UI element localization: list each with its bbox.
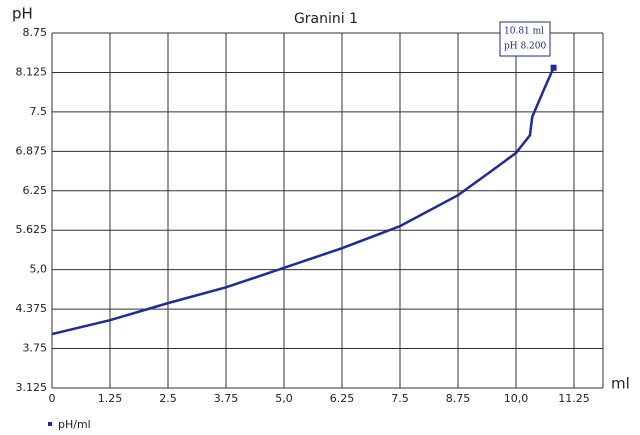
y-axis-label: pH — [12, 5, 33, 23]
data-line — [51, 67, 555, 336]
y-tick-label: 3.125 — [16, 381, 48, 394]
x-tick-label: 6.25 — [330, 392, 355, 405]
legend-label: pH/ml — [58, 418, 91, 431]
x-tick-label: 7.5 — [391, 392, 409, 405]
y-tick-label: 5,0 — [30, 263, 48, 276]
y-tick-label: 3.75 — [23, 342, 48, 355]
annotation-text: 10.81 ml — [504, 27, 544, 37]
y-tick-label: 6.875 — [16, 144, 48, 157]
legend-marker — [48, 422, 52, 426]
chart-title: Granini 1 — [294, 11, 358, 27]
y-tick-label: 8.125 — [16, 65, 48, 78]
y-tick-label: 8.75 — [23, 26, 48, 39]
y-tick-label: 7.5 — [30, 105, 48, 118]
annotation-box — [499, 21, 551, 57]
x-tick-label: 10,0 — [504, 392, 529, 405]
x-axis-label: ml — [611, 375, 630, 393]
x-tick-label: 1.25 — [98, 392, 123, 405]
x-tick-label: 3.75 — [214, 392, 239, 405]
y-tick-label: 5.625 — [16, 223, 48, 236]
x-tick-label: 2.5 — [159, 392, 177, 405]
y-tick-label: 4.375 — [16, 302, 48, 315]
annotation-text: pH 8.200 — [504, 42, 547, 52]
end-marker — [550, 64, 557, 71]
x-tick-label: 11.25 — [558, 392, 590, 405]
x-tick-label: 8.75 — [446, 392, 471, 405]
x-tick-label: 5,0 — [275, 392, 293, 405]
x-tick-label: 0 — [49, 392, 56, 405]
y-tick-label: 6.25 — [23, 184, 48, 197]
